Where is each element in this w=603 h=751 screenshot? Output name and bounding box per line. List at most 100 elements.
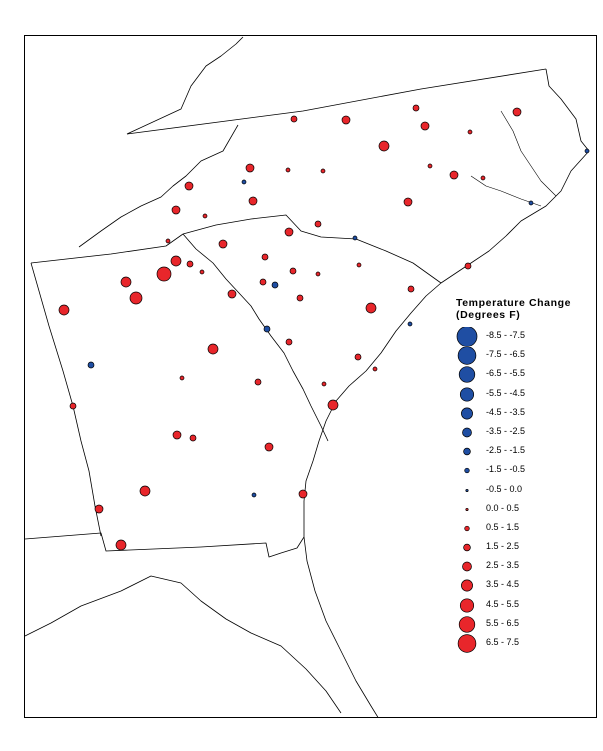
legend-circle [458, 366, 476, 384]
warming-station-marker [218, 239, 228, 249]
legend: Temperature Change (Degrees F) -8.5 - -7… [456, 297, 596, 653]
warming-station-marker [58, 304, 70, 316]
warming-station-marker [372, 366, 378, 372]
legend-row: -8.5 - -7.5 [456, 327, 596, 346]
map-frame [24, 35, 597, 718]
alabama-georgia-border [30, 262, 102, 537]
cooling-station-marker [87, 361, 95, 369]
warming-station-marker [427, 163, 433, 169]
warming-station-marker [298, 489, 308, 499]
legend-symbol [456, 481, 482, 500]
legend-row: -2.5 - -1.5 [456, 442, 596, 461]
warming-station-marker [248, 196, 258, 206]
legend-label: -3.5 - -2.5 [486, 425, 526, 436]
warming-station-marker [321, 381, 327, 387]
warming-station-marker [285, 167, 291, 173]
warming-station-marker [290, 115, 298, 123]
warming-station-marker [202, 213, 208, 219]
warming-station-marker [171, 205, 181, 215]
legend-row: 5.5 - 6.5 [456, 615, 596, 634]
legend-circle [458, 616, 476, 633]
atlantic-coastline [303, 68, 590, 717]
warming-station-marker [69, 402, 77, 410]
legend-row: -7.5 - -6.5 [456, 346, 596, 365]
legend-label: 3.5 - 4.5 [486, 579, 520, 590]
legend-label: -1.5 - -0.5 [486, 464, 526, 475]
legend-circle [461, 579, 473, 592]
legend-symbol [456, 385, 482, 404]
legend-label: 4.5 - 5.5 [486, 598, 520, 609]
legend-symbol [456, 519, 482, 538]
warming-station-marker [94, 504, 104, 514]
warming-station-marker [186, 260, 194, 268]
legend-circle [456, 327, 478, 346]
legend-title-line1: Temperature Change [456, 297, 572, 309]
tennessee-georgia-border [30, 233, 184, 264]
warming-station-marker [259, 278, 267, 286]
station-markers [58, 104, 590, 551]
warming-station-marker [480, 175, 486, 181]
sc-ga-border [182, 233, 329, 442]
warming-station-marker [327, 399, 339, 411]
legend-circle [459, 387, 475, 402]
legend-label: 2.5 - 3.5 [486, 560, 520, 571]
warming-station-marker [172, 430, 182, 440]
warming-station-marker [261, 253, 269, 261]
cooling-station-marker [407, 321, 413, 327]
warming-station-marker [403, 197, 413, 207]
warming-station-marker [365, 302, 377, 314]
legend-symbol [456, 557, 482, 576]
legend-circle [462, 427, 472, 438]
warming-station-marker [156, 266, 172, 282]
legend-row: -1.5 - -0.5 [456, 461, 596, 480]
legend-row: -3.5 - -2.5 [456, 423, 596, 442]
warming-station-marker [378, 140, 390, 152]
legend-circle [459, 598, 475, 613]
warming-station-marker [341, 115, 351, 125]
legend-row: 2.5 - 3.5 [456, 557, 596, 576]
legend-symbol [456, 576, 482, 595]
warming-station-marker [170, 255, 182, 267]
legend-symbol [456, 423, 482, 442]
warming-station-marker [264, 442, 274, 452]
legend-row: 0.0 - 0.5 [456, 500, 596, 519]
warming-station-marker [115, 539, 127, 551]
warming-station-marker [354, 353, 362, 361]
virginia-tennessee-border [126, 36, 244, 135]
warming-station-marker [254, 378, 262, 386]
legend-row: -4.5 - -3.5 [456, 404, 596, 423]
legend-symbol [456, 461, 482, 480]
legend-circle [462, 561, 472, 572]
legend-symbol [456, 404, 482, 423]
cooling-station-marker [251, 492, 257, 498]
legend-symbol [456, 500, 482, 519]
warming-station-marker [120, 276, 132, 288]
warming-station-marker [165, 238, 171, 244]
warming-station-marker [296, 294, 304, 302]
legend-row: 1.5 - 2.5 [456, 538, 596, 557]
legend-symbol [456, 538, 482, 557]
legend-label: -2.5 - -1.5 [486, 445, 526, 456]
legend-label: -8.5 - -7.5 [486, 330, 526, 340]
warming-station-marker [129, 291, 143, 305]
warming-station-marker [189, 434, 197, 442]
warming-station-marker [449, 170, 459, 180]
legend-row: -6.5 - -5.5 [456, 365, 596, 384]
cooling-station-marker [263, 325, 271, 333]
legend-circle [464, 525, 470, 532]
warming-station-marker [227, 289, 237, 299]
warming-station-marker [412, 104, 420, 112]
warming-station-marker [139, 485, 151, 497]
cooling-station-marker [271, 281, 279, 289]
legend-row: 0.5 - 1.5 [456, 519, 596, 538]
legend-label: -6.5 - -5.5 [486, 368, 526, 379]
warming-station-marker [207, 343, 219, 355]
legend-title: Temperature Change (Degrees F) [456, 297, 596, 321]
warming-station-marker [284, 227, 294, 237]
map-canvas [25, 36, 590, 717]
legend-circle [457, 346, 477, 365]
warming-station-marker [289, 267, 297, 275]
legend-title-line2: (Degrees F) [456, 309, 521, 321]
legend-label: 0.5 - 1.5 [486, 521, 520, 532]
warming-station-marker [315, 271, 321, 277]
